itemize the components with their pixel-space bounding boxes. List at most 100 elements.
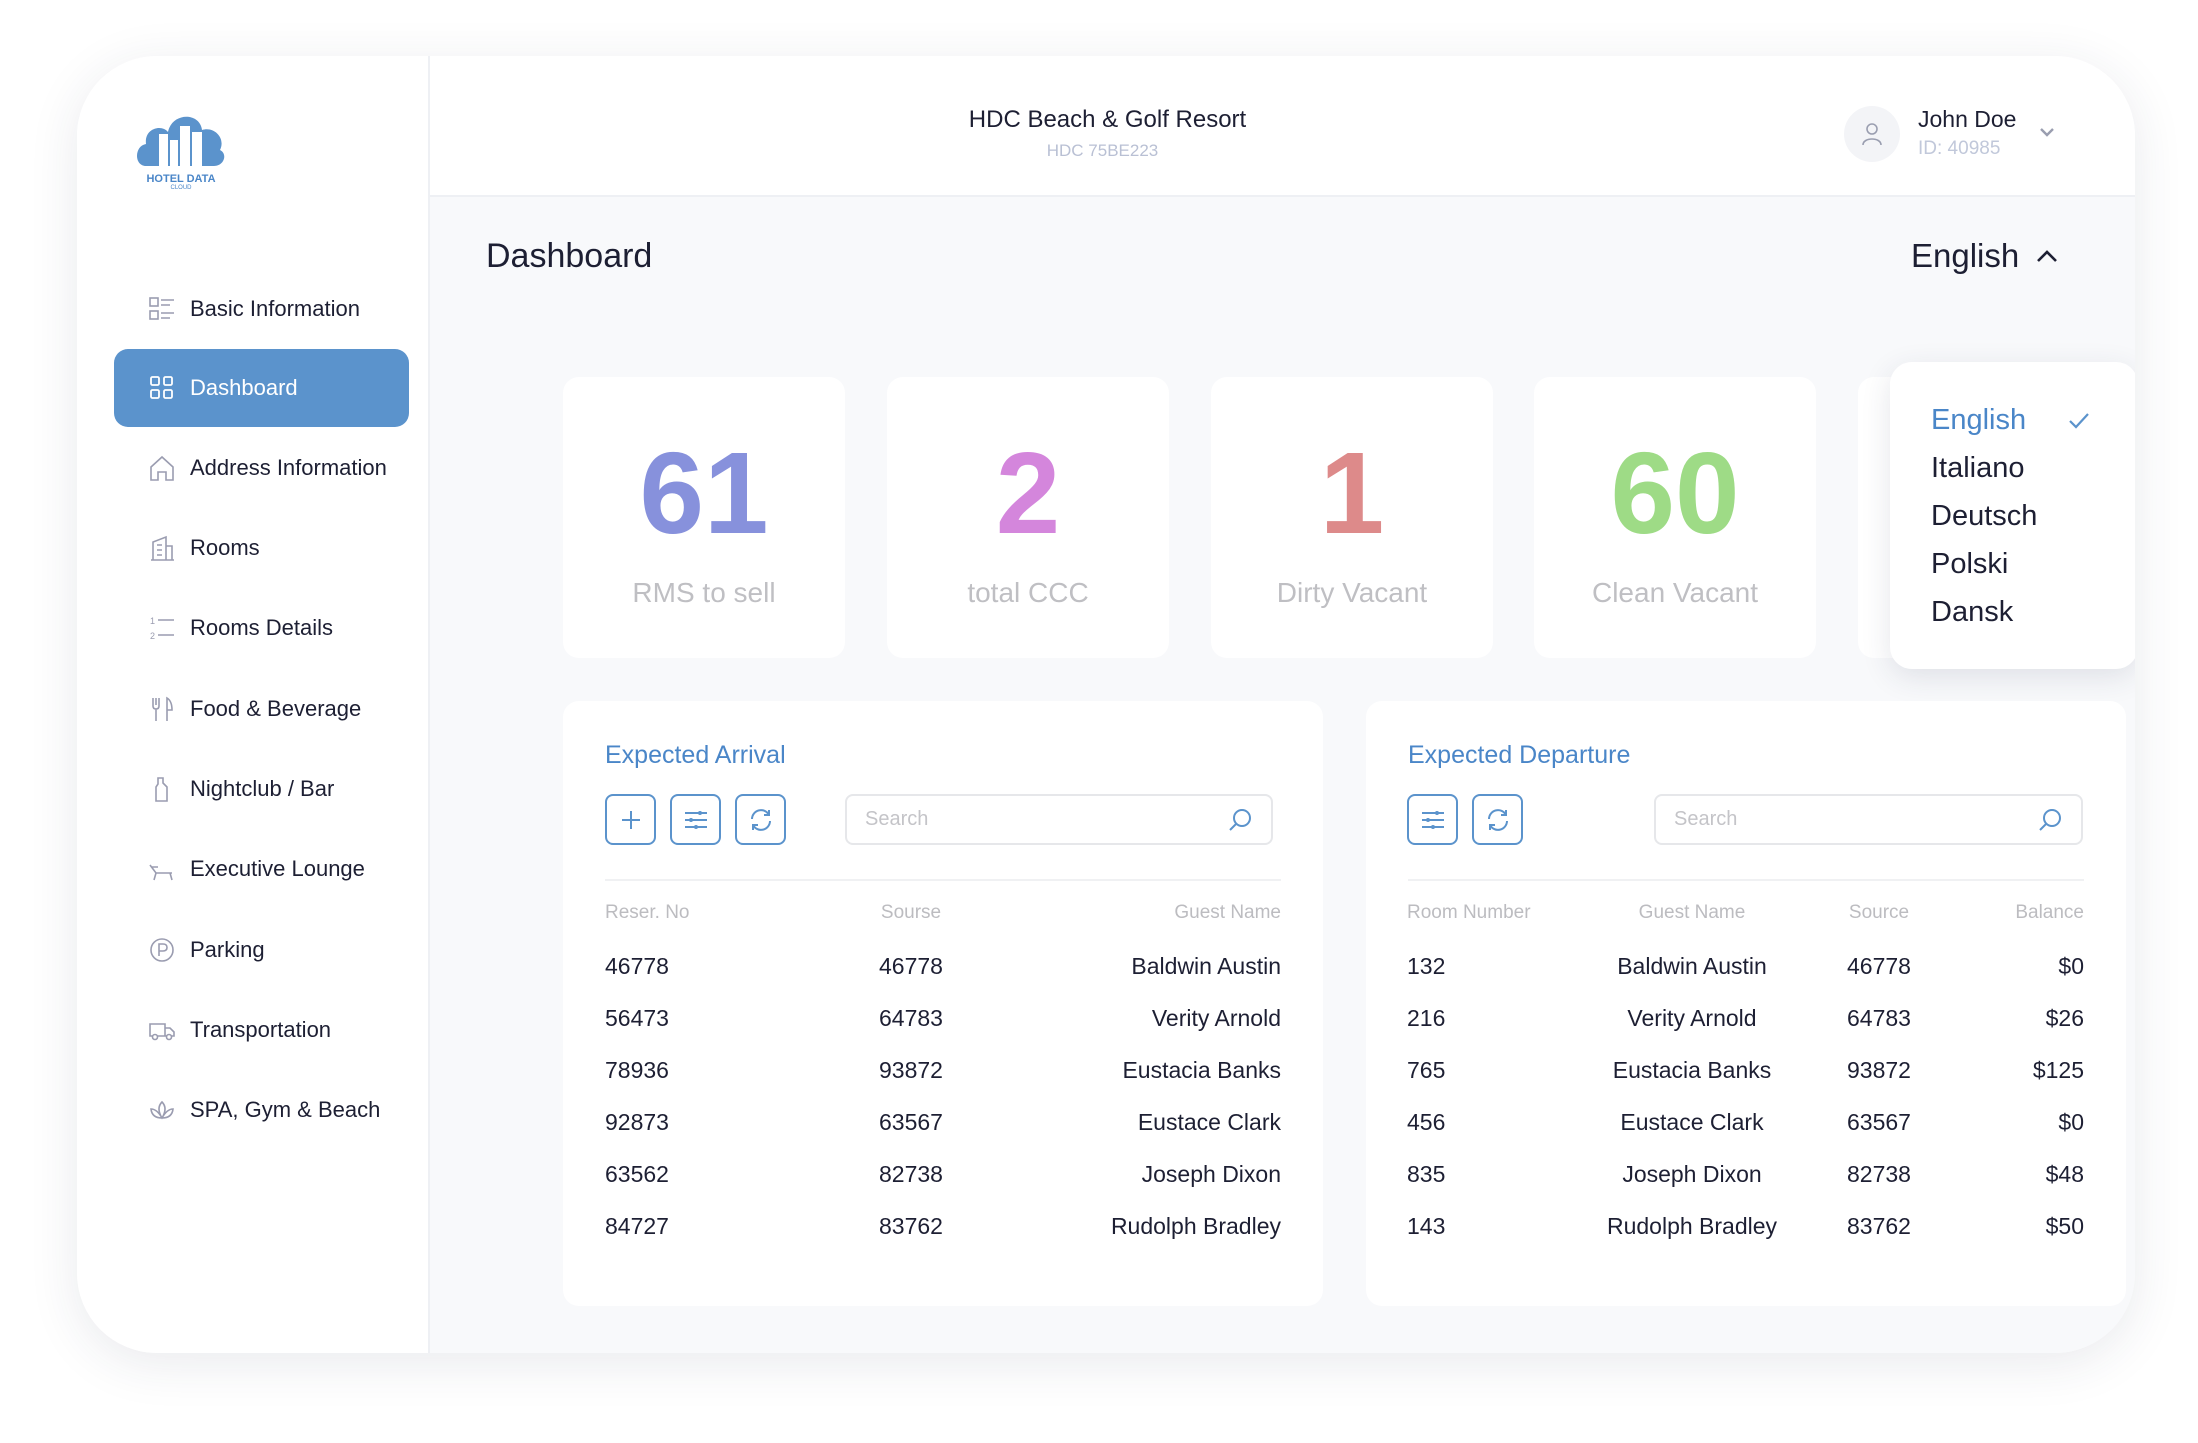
grid-icon <box>150 376 173 399</box>
chevron-up-icon <box>2037 250 2058 262</box>
table-cell: 216 <box>1407 1005 1446 1031</box>
table-cell: $125 <box>2032 1057 2084 1083</box>
table-cell: Baldwin Austin <box>1617 953 1767 979</box>
language-dropdown: English Italiano Deutsch Polski Dansk <box>1890 362 2135 669</box>
logo-subtext: CLOUD <box>170 185 192 191</box>
truck-icon <box>149 1023 175 1041</box>
filter-button[interactable] <box>670 794 721 845</box>
sidebar-item-executive-lounge[interactable]: Executive Lounge <box>114 830 409 908</box>
stat-label: RMS to sell <box>632 577 776 608</box>
stat-label: Clean Vacant <box>1591 577 1759 608</box>
table-cell: Verity Arnold <box>1627 1005 1757 1031</box>
spa-icon <box>150 1100 174 1120</box>
page-title: Dashboard <box>486 237 653 275</box>
avatar[interactable] <box>1844 106 1900 162</box>
sidebar-item-address-information[interactable]: Address Information <box>114 429 409 507</box>
svg-text:1: 1 <box>150 616 155 626</box>
sidebar-item-dashboard[interactable]: Dashboard <box>114 349 409 427</box>
divider <box>605 879 1281 881</box>
sliders-icon <box>684 810 707 829</box>
table-cell: 765 <box>1407 1057 1446 1083</box>
numbered-list-icon: 12 <box>150 616 174 641</box>
list-icon <box>149 297 174 320</box>
sidebar-item-transportation[interactable]: Transportation <box>114 991 409 1069</box>
stat-label: total CCC <box>967 577 1089 608</box>
table-cell: 63567 <box>1847 1109 1911 1135</box>
table-cell: 93872 <box>1847 1057 1911 1083</box>
chevron-down-icon[interactable] <box>2038 126 2056 138</box>
table-cell: 64783 <box>879 1005 943 1031</box>
stat-value: 1 <box>1319 428 1385 558</box>
refresh-button[interactable] <box>735 794 786 845</box>
parking-icon <box>150 938 174 962</box>
refresh-icon <box>1487 808 1508 831</box>
table-cell: Joseph Dixon <box>1622 1161 1762 1187</box>
filter-button[interactable] <box>1407 794 1458 845</box>
language-option[interactable]: Italiano <box>1931 452 2025 484</box>
user-name: John Doe <box>1918 106 2017 132</box>
table-cell: $48 <box>2045 1161 2084 1187</box>
svg-text:2: 2 <box>150 631 155 641</box>
sidebar-item-rooms-details[interactable]: 1 2 Rooms Details <box>114 589 409 667</box>
sidebar-item-spa-gym-beach[interactable]: SPA, Gym & Beach <box>114 1071 409 1149</box>
table-cell: $50 <box>2045 1213 2084 1239</box>
stat-card: 61 RMS to sell <box>563 377 845 658</box>
drink-icon <box>155 777 168 802</box>
column-header: Guest Name <box>1174 902 1281 923</box>
plus-icon <box>621 810 640 829</box>
sidebar-item-parking[interactable]: Parking <box>114 911 409 989</box>
language-selector[interactable]: English <box>1911 237 2059 275</box>
sidebar-item-label: Rooms Details <box>190 615 334 640</box>
column-header: Balance <box>2015 902 2084 923</box>
app-window: HOTEL DATA CLOUD Basic Information Dashbo… <box>77 56 2135 1353</box>
table-cell: Rudolph Bradley <box>1606 1213 1778 1239</box>
table-cell: 143 <box>1407 1213 1446 1239</box>
main-content: Dashboard English 61 RMS to sell 2 total CC… <box>430 197 2135 1353</box>
refresh-button[interactable] <box>1472 794 1523 845</box>
table-cell: 82738 <box>1847 1161 1911 1187</box>
table-cell: 82738 <box>879 1161 943 1187</box>
table-cell: $0 <box>2058 1109 2084 1135</box>
refresh-icon <box>750 808 771 831</box>
expected-arrival-panel: Expected Arrival Reser. No Sourse Guest Na… <box>563 701 1323 1306</box>
departure-search-input[interactable] <box>1674 808 2005 831</box>
property-code: HDC 75BE223 <box>1046 141 1159 160</box>
sidebar-item-label: Food & Beverage <box>190 696 362 721</box>
search-icon[interactable] <box>2037 807 2063 833</box>
language-option[interactable]: Dansk <box>1931 596 2014 628</box>
sidebar-item-label: Nightclub / Bar <box>190 776 335 801</box>
table-cell: Eustace Clark <box>1620 1109 1764 1135</box>
search-icon[interactable] <box>1227 807 1253 833</box>
table-cell: Baldwin Austin <box>1131 953 1281 979</box>
checkmark-icon <box>2069 413 2089 429</box>
add-button[interactable] <box>605 794 656 845</box>
sidebar-item-basic-information[interactable]: Basic Information <box>114 270 409 348</box>
sidebar-item-rooms[interactable]: Rooms <box>114 509 409 587</box>
table-cell: 46778 <box>879 953 943 979</box>
sidebar-item-label: Transportation <box>190 1017 332 1042</box>
language-option[interactable]: English <box>1931 404 2027 436</box>
table-cell: 64783 <box>1847 1005 1911 1031</box>
arrival-search-input[interactable] <box>865 808 1195 831</box>
panel-title: Expected Departure <box>1408 741 1631 769</box>
language-option[interactable]: Deutsch <box>1931 500 2038 532</box>
sidebar-item-nightclub-bar[interactable]: Nightclub / Bar <box>114 750 409 828</box>
user-id: ID: 40985 <box>1918 138 2001 159</box>
home-icon <box>150 455 174 481</box>
arrival-search[interactable] <box>845 794 1273 845</box>
property-title: HDC Beach & Golf Resort <box>968 106 1247 133</box>
table-cell: Joseph Dixon <box>1141 1161 1281 1187</box>
departure-search[interactable] <box>1654 794 2083 845</box>
stat-value: 60 <box>1610 428 1740 558</box>
table-cell: 63567 <box>879 1109 943 1135</box>
top-header: HDC Beach & Golf Resort HDC 75BE223 John… <box>430 56 2135 197</box>
cutlery-icon <box>152 696 173 721</box>
sidebar-item-label: Address Information <box>190 455 387 480</box>
logo[interactable]: HOTEL DATA CLOUD <box>134 106 228 191</box>
stat-label: Dirty Vacant <box>1276 577 1428 608</box>
table-cell: 84727 <box>605 1213 669 1239</box>
column-header: Source <box>1848 902 1910 923</box>
language-option[interactable]: Polski <box>1931 548 2009 580</box>
sidebar-item-food-beverage[interactable]: Food & Beverage <box>114 670 409 748</box>
sidebar-item-label: Dashboard <box>190 375 298 400</box>
